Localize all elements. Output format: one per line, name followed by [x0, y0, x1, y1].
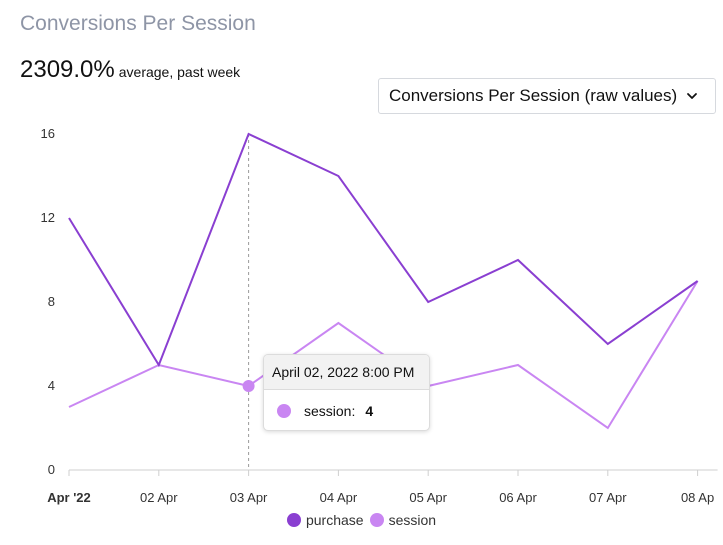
y-tick-label: 0: [48, 462, 55, 477]
series-line-purchase[interactable]: [68, 132, 699, 368]
chevron-down-icon: [687, 93, 698, 99]
summary-label: average, past week: [118, 64, 241, 80]
x-tick-label: 08 Ap: [681, 490, 714, 505]
y-tick-label: 4: [48, 378, 55, 393]
chart-legend: purchase session: [0, 512, 723, 528]
x-axis-labels: Apr '22 02 Apr 03 Apr 04 Apr 05 Apr 06 Apr 07 …: [47, 490, 714, 505]
legend-swatch: [369, 513, 384, 527]
summary-value: 2309.0%: [20, 56, 115, 83]
legend-swatch: [286, 513, 301, 527]
metric-dropdown[interactable]: Conversions Per Session (raw values): [378, 78, 716, 114]
tooltip-series-label: session:: [304, 403, 356, 419]
y-tick-label: 16: [41, 126, 55, 141]
tooltip-value: 4: [365, 403, 374, 419]
dropdown-selected-value: Conversions Per Session (raw values): [389, 86, 678, 105]
x-tick-label: 06 Apr: [499, 490, 537, 505]
tooltip-row: session: 4: [264, 390, 429, 430]
y-axis-labels: 0 4 8 12 16: [41, 126, 55, 477]
highlight-point[interactable]: [242, 380, 255, 392]
x-tick-label: 02 Apr: [140, 490, 178, 505]
x-tick-label: 05 Apr: [409, 490, 447, 505]
y-tick-label: 8: [48, 294, 55, 309]
legend-item-purchase[interactable]: purchase: [286, 512, 364, 528]
legend-item-session[interactable]: session: [369, 512, 437, 528]
chart-title: Conversions Per Session: [20, 12, 256, 35]
chart-tooltip: April 02, 2022 8:00 PM session: 4: [263, 354, 430, 431]
x-tick-label: Apr '22: [47, 490, 91, 505]
chart-axes: [68, 469, 718, 476]
legend-label: purchase: [305, 512, 364, 528]
y-tick-label: 12: [41, 210, 55, 225]
tooltip-series-dot: [277, 404, 291, 418]
summary: 2309.0% average, past week: [20, 56, 240, 84]
tooltip-date: April 02, 2022 8:00 PM: [264, 355, 429, 390]
x-tick-label: 03 Apr: [230, 490, 268, 505]
hover-marker: [242, 380, 255, 392]
x-tick-label: 04 Apr: [320, 490, 358, 505]
x-tick-label: 07 Apr: [589, 490, 627, 505]
legend-label: session: [388, 512, 437, 528]
